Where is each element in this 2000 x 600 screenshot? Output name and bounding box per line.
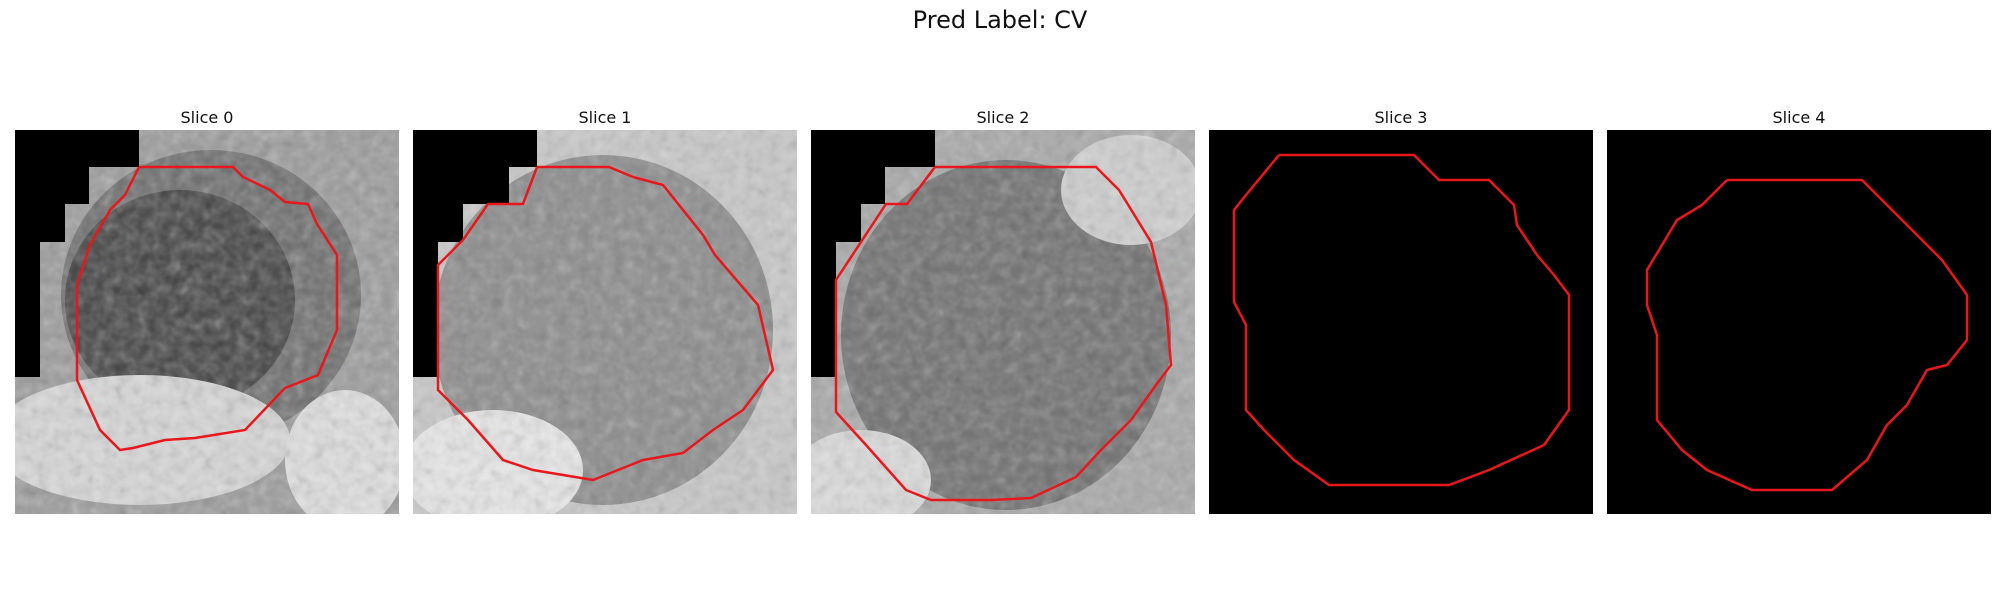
slice-title-1: Slice 1	[578, 108, 632, 127]
segmentation-contour	[75, 165, 339, 452]
segmentation-contour	[1232, 153, 1571, 487]
slice-panel-2: Slice 2	[811, 106, 1195, 514]
segmentation-contour	[436, 165, 775, 482]
slice-image-2	[811, 130, 1195, 514]
slice-panel-4: Slice 4	[1607, 106, 1991, 514]
slice-image-0	[15, 130, 399, 514]
figure-title: Pred Label: CV	[912, 6, 1088, 34]
slice-panel-0: Slice 0	[15, 106, 399, 514]
segmentation-contour	[834, 165, 1173, 502]
slice-panel-3: Slice 3	[1209, 106, 1593, 514]
slice-image-4	[1607, 130, 1991, 514]
slice-title-4: Slice 4	[1772, 108, 1826, 127]
slice-title-2: Slice 2	[976, 108, 1030, 127]
slice-image-1	[413, 130, 797, 514]
slice-image-3	[1209, 130, 1593, 514]
slice-title-0: Slice 0	[180, 108, 234, 127]
slice-panel-1: Slice 1	[413, 106, 797, 514]
slice-title-3: Slice 3	[1374, 108, 1428, 127]
segmentation-contour	[1645, 178, 1969, 492]
